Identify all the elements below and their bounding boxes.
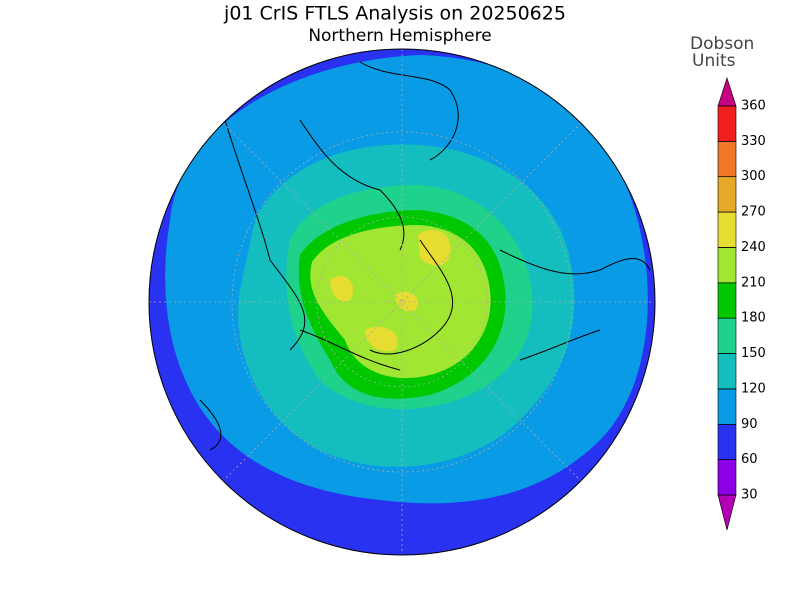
colorbar-segment [717,141,737,178]
coastlines [199,61,651,451]
colorbar-label: Dobson [690,34,754,54]
colorbar-segment [717,282,737,319]
colorbar-tick-label: 150 [741,346,766,361]
colorbar-segment [717,105,737,142]
colorbar-segment [717,459,737,496]
map-subtitle: Northern Hemisphere [308,26,491,46]
colorbar-segment [717,353,737,390]
colorbar-tick-label: 30 [741,488,758,503]
colorbar-tick-label: 270 [741,205,766,220]
colorbar-segment [717,423,737,460]
map-title: j01 CrIS FTLS Analysis on 20250625 [223,3,566,25]
ozone-region [330,229,451,352]
colorbar-tick-label: 330 [741,134,766,149]
colorbar-tick-label: 90 [741,417,758,432]
colorbar-tick-label: 210 [741,275,766,290]
colorbar-label: Units [692,51,736,71]
colorbar-tick-label: 240 [741,240,766,255]
colorbar: Dobson Units 30 60 90 120 150 180 210 240 270 300… [690,34,766,531]
colorbar-tick-label: 300 [741,169,766,184]
colorbar-segment [717,388,737,425]
colorbar-segment [717,211,737,248]
map-border [148,48,656,556]
graticule [149,49,655,555]
colorbar-segment [717,317,737,354]
colorbar-segment [717,247,737,284]
colorbar-tick-label: 180 [741,311,766,326]
colorbar-tick-label: 360 [741,99,766,114]
polar-map [148,48,656,556]
colorbar-tick-label: 120 [741,381,766,396]
colorbar-tick-label: 60 [741,452,758,467]
colorbar-segment [717,176,737,213]
